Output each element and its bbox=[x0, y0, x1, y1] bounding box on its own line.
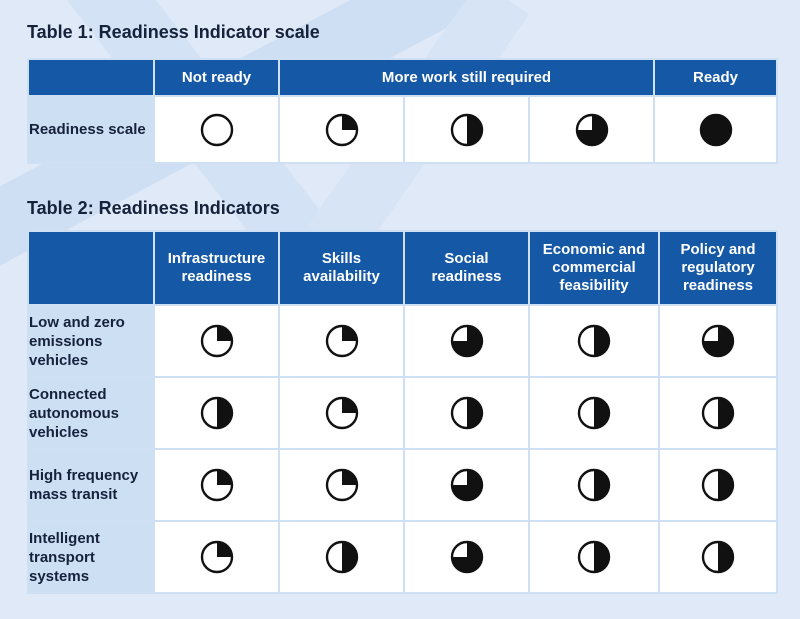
indicator-cell bbox=[528, 376, 660, 450]
half-circle-icon bbox=[200, 396, 233, 430]
three-quarter-circle-icon bbox=[575, 113, 608, 146]
indicator-cell bbox=[658, 304, 778, 378]
half-circle-icon bbox=[325, 540, 358, 574]
empty-circle-icon bbox=[200, 113, 233, 146]
quarter-circle-icon bbox=[200, 540, 233, 574]
half-circle-icon bbox=[577, 324, 611, 358]
row-label: Intelligent transport systems bbox=[27, 520, 155, 594]
three-quarter-circle-icon bbox=[701, 324, 735, 358]
indicator-cell bbox=[153, 376, 280, 450]
quarter-circle-icon bbox=[325, 396, 358, 430]
indicator-cell bbox=[658, 520, 778, 594]
indicator-cell bbox=[528, 520, 660, 594]
row-label: Connected autonomous vehicles bbox=[27, 376, 155, 450]
half-circle-icon bbox=[577, 468, 611, 502]
row-label: Low and zero emissions vehicles bbox=[27, 304, 155, 378]
indicator-cell bbox=[403, 376, 530, 450]
row-label-readiness-scale: Readiness scale bbox=[27, 95, 155, 164]
table-row: Intelligent transport systems bbox=[27, 520, 778, 594]
half-circle-icon bbox=[577, 396, 611, 430]
scale-cell bbox=[278, 95, 405, 164]
indicator-cell bbox=[658, 448, 778, 522]
indicator-cell bbox=[153, 520, 280, 594]
table2-title: Table 2: Readiness Indicators bbox=[27, 198, 280, 218]
column-header: Economic and commercial feasibility bbox=[528, 230, 660, 306]
header-empty bbox=[27, 58, 155, 97]
indicator-cell bbox=[528, 448, 660, 522]
indicator-cell bbox=[403, 304, 530, 378]
header-not-ready: Not ready bbox=[153, 58, 280, 97]
column-header: Infrastructure readiness bbox=[153, 230, 280, 306]
scale-cell bbox=[528, 95, 655, 164]
table-row: High frequency mass transit bbox=[27, 448, 778, 522]
indicator-cell bbox=[403, 520, 530, 594]
half-circle-icon bbox=[450, 396, 483, 430]
header-ready: Ready bbox=[653, 58, 778, 97]
readiness-scale-table: Not ready More work still required Ready… bbox=[27, 58, 778, 164]
quarter-circle-icon bbox=[325, 113, 358, 146]
half-circle-icon bbox=[577, 540, 611, 574]
header-empty bbox=[27, 230, 155, 306]
indicator-cell bbox=[278, 520, 405, 594]
half-circle-icon bbox=[701, 396, 735, 430]
half-circle-icon bbox=[701, 468, 735, 502]
quarter-circle-icon bbox=[200, 468, 233, 502]
indicator-cell bbox=[278, 448, 405, 522]
column-header: Social readiness bbox=[403, 230, 530, 306]
table-row: Connected autonomous vehicles bbox=[27, 376, 778, 450]
quarter-circle-icon bbox=[325, 324, 358, 358]
half-circle-icon bbox=[701, 540, 735, 574]
indicator-cell bbox=[528, 304, 660, 378]
header-more-work: More work still required bbox=[278, 58, 655, 97]
table-row: Low and zero emissions vehicles bbox=[27, 304, 778, 378]
indicator-cell bbox=[278, 304, 405, 378]
indicator-cell bbox=[403, 448, 530, 522]
scale-cell bbox=[403, 95, 530, 164]
table1-title: Table 1: Readiness Indicator scale bbox=[27, 22, 320, 42]
quarter-circle-icon bbox=[325, 468, 358, 502]
three-quarter-circle-icon bbox=[450, 324, 483, 358]
row-label: High frequency mass transit bbox=[27, 448, 155, 522]
scale-cell bbox=[153, 95, 280, 164]
quarter-circle-icon bbox=[200, 324, 233, 358]
three-quarter-circle-icon bbox=[450, 468, 483, 502]
three-quarter-circle-icon bbox=[450, 540, 483, 574]
column-header: Skills availability bbox=[278, 230, 405, 306]
indicator-cell bbox=[153, 448, 280, 522]
full-circle-icon bbox=[699, 113, 732, 146]
scale-cell bbox=[653, 95, 778, 164]
readiness-indicators-table: Infrastructure readiness Skills availabil… bbox=[27, 230, 778, 594]
indicator-cell bbox=[658, 376, 778, 450]
column-header: Policy and regulatory readiness bbox=[658, 230, 778, 306]
indicator-cell bbox=[278, 376, 405, 450]
indicator-cell bbox=[153, 304, 280, 378]
half-circle-icon bbox=[450, 113, 483, 146]
